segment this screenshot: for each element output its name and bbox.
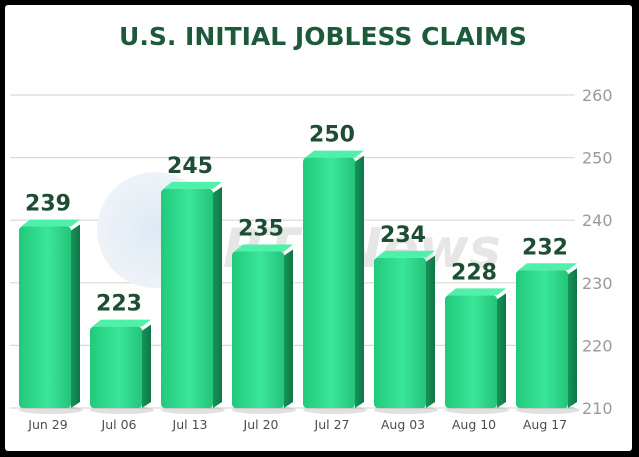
x-tick-label: Aug 10 bbox=[452, 417, 496, 432]
bar-value-label: 235 bbox=[238, 217, 284, 242]
bar-value-label: 250 bbox=[309, 123, 355, 148]
watermark: RTTNews bbox=[97, 172, 501, 288]
x-tick-label: Jul 06 bbox=[101, 417, 137, 432]
bar bbox=[445, 288, 509, 414]
bar-value-label: 232 bbox=[522, 235, 568, 260]
bar bbox=[232, 244, 296, 414]
bar bbox=[19, 219, 83, 414]
x-tick-label: Jul 13 bbox=[172, 417, 208, 432]
x-tick-label: Jul 20 bbox=[243, 417, 279, 432]
bar bbox=[90, 319, 154, 414]
bar-value-label: 245 bbox=[167, 154, 213, 179]
y-tick-label: 220 bbox=[582, 336, 613, 355]
bar bbox=[161, 181, 225, 414]
y-tick-label: 230 bbox=[582, 274, 613, 293]
bar bbox=[303, 150, 367, 414]
y-axis: 210 220 230 240 250 260 bbox=[582, 86, 613, 418]
x-tick-label: Aug 17 bbox=[523, 417, 567, 432]
bar-value-label: 228 bbox=[451, 260, 497, 285]
y-tick-label: 240 bbox=[582, 211, 613, 230]
bar bbox=[374, 250, 438, 414]
x-tick-label: Jun 29 bbox=[27, 417, 67, 432]
chart-title: U.S. INITIAL JOBLESS CLAIMS bbox=[119, 22, 527, 51]
bar-value-label: 223 bbox=[96, 292, 142, 317]
y-tick-label: 260 bbox=[582, 86, 613, 105]
y-tick-label: 250 bbox=[582, 149, 613, 168]
x-tick-label: Jul 27 bbox=[314, 417, 350, 432]
bars: 239 223 245 235 250 234 228 232 bbox=[19, 123, 580, 414]
bar-value-label: 234 bbox=[380, 223, 426, 248]
bar-value-label: 239 bbox=[25, 191, 71, 216]
x-axis: Jun 29 Jul 06 Jul 13 Jul 20 Jul 27 Aug 03 Aug … bbox=[27, 417, 567, 432]
bar bbox=[516, 263, 580, 414]
y-tick-label: 210 bbox=[582, 399, 613, 418]
x-tick-label: Aug 03 bbox=[381, 417, 425, 432]
